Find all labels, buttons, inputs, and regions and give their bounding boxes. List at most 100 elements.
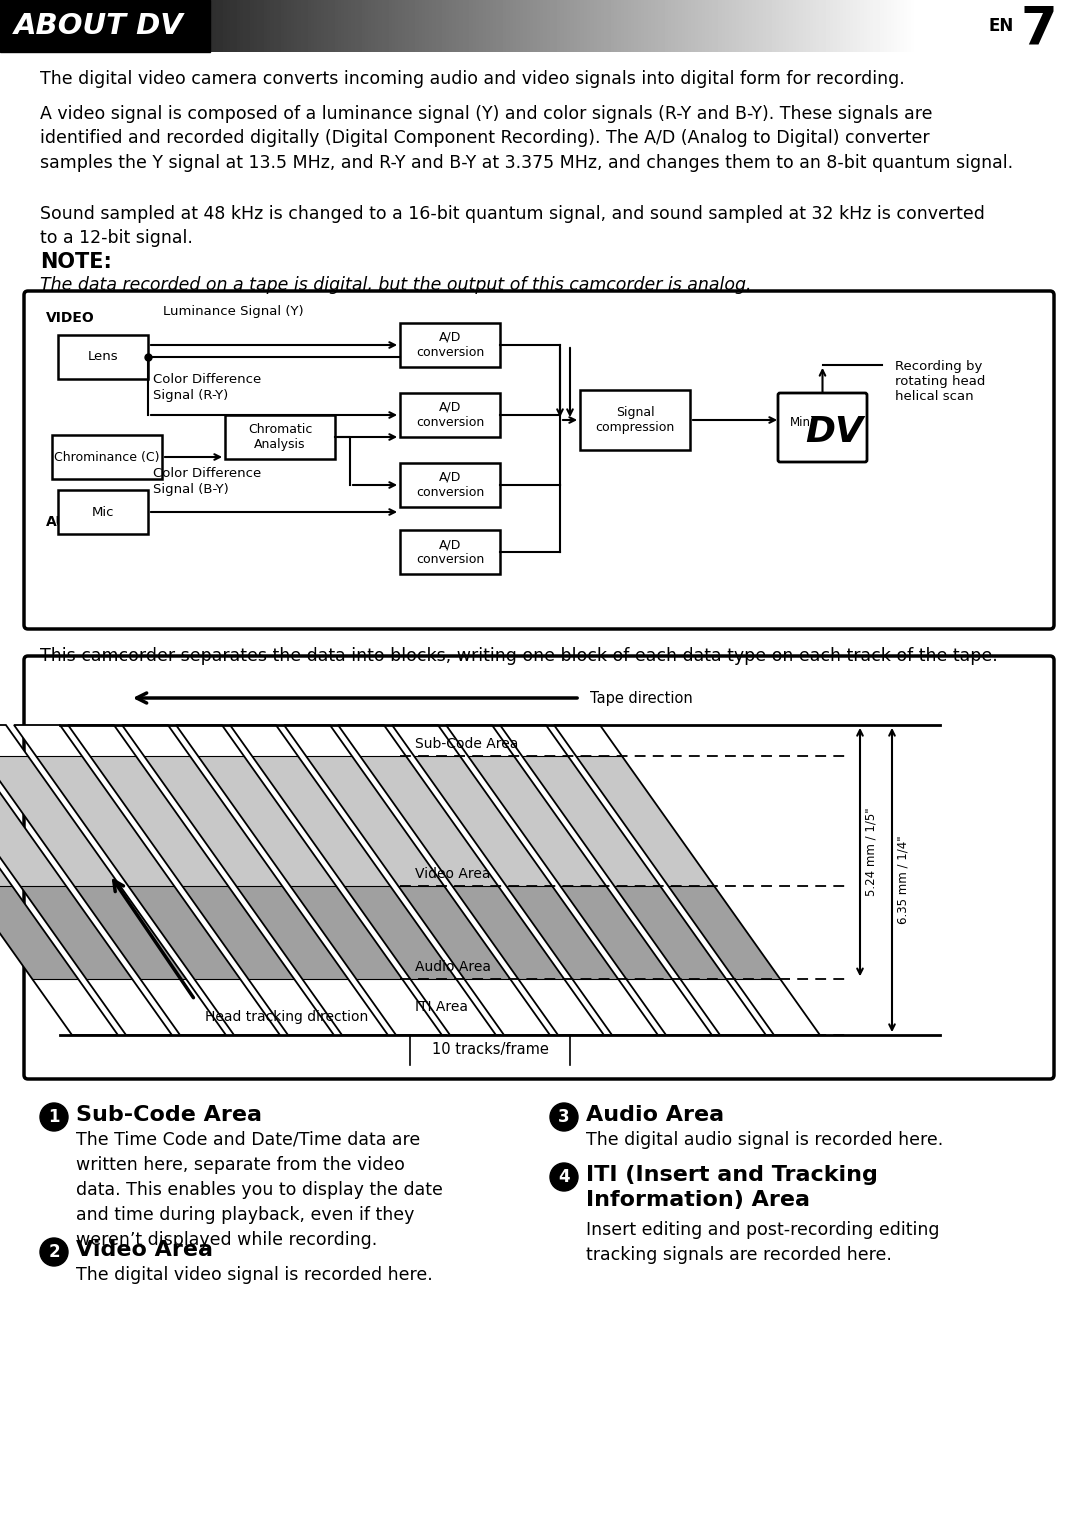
- Text: The digital audio signal is recorded here.: The digital audio signal is recorded her…: [586, 1131, 943, 1150]
- Text: A/D
conversion: A/D conversion: [416, 402, 484, 429]
- Polygon shape: [392, 725, 460, 756]
- Text: Signal
compression: Signal compression: [595, 406, 675, 434]
- Polygon shape: [507, 886, 618, 980]
- Polygon shape: [237, 886, 348, 980]
- Bar: [400, 530, 500, 573]
- Polygon shape: [14, 725, 82, 756]
- Text: Color Difference
Signal (B-Y): Color Difference Signal (B-Y): [153, 468, 261, 497]
- Polygon shape: [86, 980, 172, 1035]
- Circle shape: [550, 1104, 578, 1131]
- Polygon shape: [129, 886, 240, 980]
- Polygon shape: [75, 886, 187, 980]
- Polygon shape: [356, 980, 442, 1035]
- Text: Chromatic
Analysis: Chromatic Analysis: [247, 423, 312, 451]
- Polygon shape: [122, 725, 190, 756]
- Text: 2: 2: [49, 1243, 59, 1262]
- Polygon shape: [680, 980, 766, 1035]
- Text: 3: 3: [558, 1108, 570, 1127]
- Text: The digital video signal is recorded here.: The digital video signal is recorded her…: [76, 1266, 433, 1285]
- Text: ITI Area: ITI Area: [415, 1000, 468, 1015]
- Text: Recording by
rotating head
helical scan: Recording by rotating head helical scan: [895, 360, 985, 403]
- Polygon shape: [626, 980, 712, 1035]
- Text: Insert editing and post-recording editing
tracking signals are recorded here.: Insert editing and post-recording editin…: [586, 1220, 940, 1265]
- Text: Video Area: Video Area: [76, 1240, 213, 1260]
- Text: ITI (Insert and Tracking
Information) Area: ITI (Insert and Tracking Information) Ar…: [586, 1165, 878, 1210]
- Text: 7: 7: [1020, 5, 1056, 57]
- Polygon shape: [414, 756, 552, 886]
- Text: Audio Area: Audio Area: [586, 1105, 724, 1125]
- Text: Mini: Mini: [791, 415, 814, 429]
- FancyBboxPatch shape: [778, 392, 867, 461]
- Polygon shape: [345, 886, 456, 980]
- Polygon shape: [572, 980, 658, 1035]
- Polygon shape: [291, 886, 402, 980]
- Polygon shape: [252, 756, 390, 886]
- Text: ABOUT DV: ABOUT DV: [14, 12, 184, 40]
- Polygon shape: [410, 980, 496, 1035]
- Polygon shape: [183, 886, 294, 980]
- Bar: [225, 415, 335, 458]
- Text: Sub-Code Area: Sub-Code Area: [415, 737, 518, 751]
- Polygon shape: [302, 980, 388, 1035]
- Text: 6.35 mm / 1/4": 6.35 mm / 1/4": [896, 835, 909, 924]
- Polygon shape: [306, 756, 444, 886]
- Text: EN: EN: [988, 17, 1013, 35]
- Text: 1: 1: [49, 1108, 59, 1127]
- Text: Video Area: Video Area: [415, 868, 490, 881]
- Text: A/D
conversion: A/D conversion: [416, 471, 484, 500]
- Text: Mic: Mic: [92, 506, 114, 518]
- Polygon shape: [0, 886, 79, 980]
- Text: AUDIO: AUDIO: [46, 515, 96, 529]
- Polygon shape: [554, 725, 622, 756]
- Text: Chrominance (C): Chrominance (C): [54, 451, 160, 463]
- Text: VIDEO: VIDEO: [46, 311, 95, 325]
- Bar: [400, 392, 500, 437]
- Bar: [58, 336, 148, 379]
- Polygon shape: [669, 886, 780, 980]
- Text: 4: 4: [558, 1168, 570, 1187]
- Polygon shape: [284, 725, 352, 756]
- Polygon shape: [32, 980, 118, 1035]
- Polygon shape: [0, 756, 120, 886]
- Bar: [52, 435, 162, 478]
- Polygon shape: [453, 886, 564, 980]
- Text: Tape direction: Tape direction: [590, 690, 692, 705]
- Polygon shape: [561, 886, 672, 980]
- Polygon shape: [140, 980, 226, 1035]
- Text: Luminance Signal (Y): Luminance Signal (Y): [163, 305, 303, 317]
- Text: The Time Code and Date/Time data are
written here, separate from the video
data.: The Time Code and Date/Time data are wri…: [76, 1131, 443, 1249]
- Circle shape: [40, 1239, 68, 1266]
- FancyBboxPatch shape: [24, 656, 1054, 1079]
- Text: A/D
conversion: A/D conversion: [416, 538, 484, 566]
- Text: Color Difference
Signal (R-Y): Color Difference Signal (R-Y): [153, 373, 261, 402]
- Text: Head tracking direction: Head tracking direction: [205, 1010, 368, 1024]
- Text: 5.24 mm / 1/5": 5.24 mm / 1/5": [864, 808, 877, 897]
- Polygon shape: [734, 980, 820, 1035]
- Text: Sound sampled at 48 kHz is changed to a 16-bit quantum signal, and sound sampled: Sound sampled at 48 kHz is changed to a …: [40, 205, 985, 247]
- Polygon shape: [500, 725, 568, 756]
- Text: This camcorder separates the data into blocks, writing one block of each data ty: This camcorder separates the data into b…: [40, 647, 998, 665]
- Polygon shape: [522, 756, 660, 886]
- Bar: [400, 323, 500, 366]
- Polygon shape: [36, 756, 174, 886]
- Circle shape: [550, 1164, 578, 1191]
- Text: Lens: Lens: [87, 351, 119, 363]
- Polygon shape: [230, 725, 298, 756]
- Polygon shape: [518, 980, 604, 1035]
- Text: Sub-Code Area: Sub-Code Area: [76, 1105, 262, 1125]
- Polygon shape: [144, 756, 282, 886]
- Polygon shape: [0, 725, 28, 756]
- FancyBboxPatch shape: [24, 291, 1054, 629]
- Text: The digital video camera converts incoming audio and video signals into digital : The digital video camera converts incomi…: [40, 71, 905, 87]
- Bar: [58, 491, 148, 533]
- Polygon shape: [399, 886, 510, 980]
- Text: The data recorded on a tape is digital, but the output of this camcorder is anal: The data recorded on a tape is digital, …: [40, 276, 752, 294]
- Text: DV: DV: [806, 414, 864, 449]
- Text: Audio Area: Audio Area: [415, 960, 491, 973]
- Polygon shape: [21, 886, 133, 980]
- Text: A/D
conversion: A/D conversion: [416, 331, 484, 359]
- Polygon shape: [464, 980, 550, 1035]
- Polygon shape: [248, 980, 334, 1035]
- Polygon shape: [338, 725, 406, 756]
- Polygon shape: [576, 756, 714, 886]
